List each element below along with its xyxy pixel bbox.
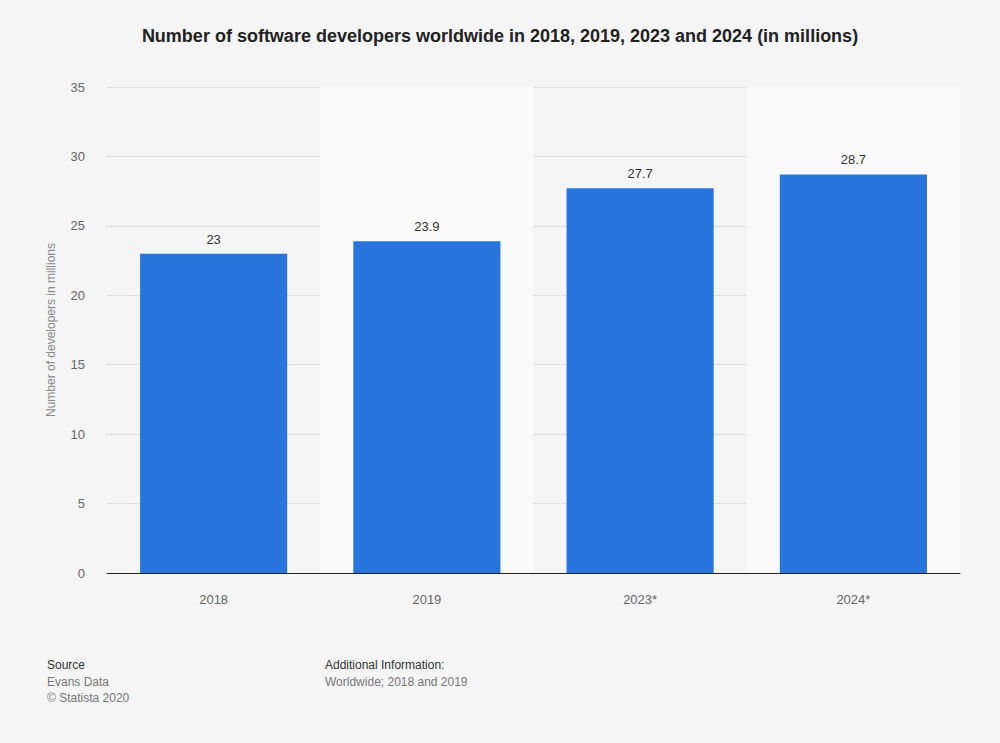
svg-text:23: 23: [206, 232, 220, 247]
svg-text:Worldwide; 2018 and 2019: Worldwide; 2018 and 2019: [325, 675, 468, 689]
svg-text:28.7: 28.7: [841, 152, 866, 167]
svg-text:2024*: 2024*: [836, 592, 870, 607]
svg-text:0: 0: [78, 566, 85, 581]
svg-text:Source: Source: [47, 658, 85, 672]
svg-text:2019: 2019: [412, 592, 441, 607]
svg-text:2018: 2018: [199, 592, 228, 607]
svg-text:© Statista 2020: © Statista 2020: [47, 691, 130, 705]
svg-text:20: 20: [71, 288, 85, 303]
svg-text:2023*: 2023*: [623, 592, 657, 607]
svg-text:23.9: 23.9: [414, 219, 439, 234]
svg-text:Number of software developers: Number of software developers worldwide …: [142, 26, 858, 46]
svg-text:Evans Data: Evans Data: [47, 675, 109, 689]
svg-text:27.7: 27.7: [627, 166, 652, 181]
svg-text:25: 25: [71, 218, 85, 233]
svg-text:Additional Information:: Additional Information:: [325, 658, 444, 672]
svg-text:15: 15: [71, 357, 85, 372]
svg-text:5: 5: [78, 496, 85, 511]
svg-text:10: 10: [71, 427, 85, 442]
svg-text:Number of developers in millio: Number of developers in millions: [44, 243, 58, 417]
svg-text:35: 35: [71, 80, 85, 95]
svg-text:30: 30: [71, 149, 85, 164]
